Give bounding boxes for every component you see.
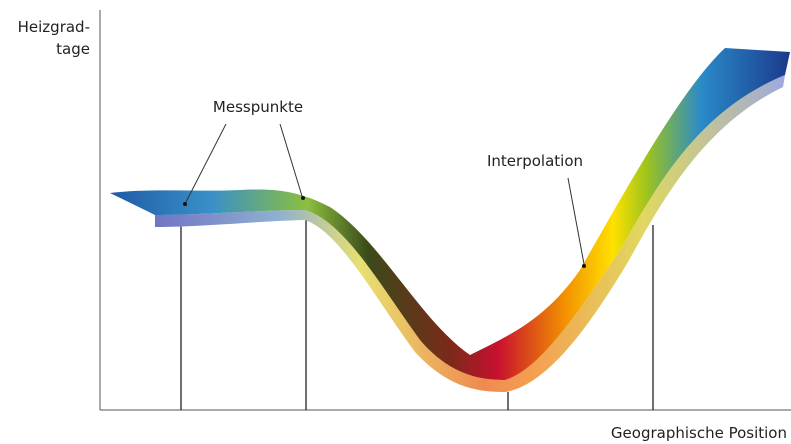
- leader-line: [568, 178, 584, 264]
- measuring-point: [301, 196, 305, 200]
- x-axis-label: Geographische Position: [611, 424, 787, 442]
- leader-line: [186, 124, 226, 202]
- diagram: Heizgrad- tage Geographische Position Me…: [0, 0, 791, 444]
- y-axis-label: tage: [56, 40, 90, 58]
- interpolation-point: [582, 264, 586, 268]
- annotation: Interpolation: [487, 152, 583, 170]
- measuring-point: [183, 202, 187, 206]
- y-axis-label: Heizgrad-: [18, 18, 90, 36]
- leader-line: [280, 124, 302, 196]
- annotation: Messpunkte: [213, 98, 303, 116]
